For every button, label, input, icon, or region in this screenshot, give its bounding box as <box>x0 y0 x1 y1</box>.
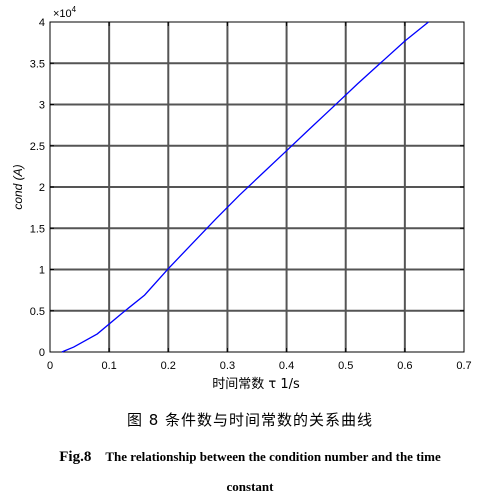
grid-lines <box>50 22 464 352</box>
y-tick-label: 0 <box>39 347 45 359</box>
series-line <box>61 21 429 353</box>
y-tick-label: 2 <box>39 182 45 194</box>
x-tick-label: 0 <box>47 360 53 372</box>
figure-number: Fig.8 <box>59 449 92 465</box>
y-tick-labels: 0 0.5 1 1.5 2 2.5 3 3.5 4 <box>30 17 45 359</box>
x-axis-label: 时间常数 τ 1/s <box>212 377 300 392</box>
y-tick-label: 1 <box>39 265 45 277</box>
x-tick-label: 0.5 <box>338 360 353 372</box>
x-tick-label: 0.4 <box>279 360 294 372</box>
y-tick-label: 0.5 <box>30 306 45 318</box>
figure-caption-en-text: The relationship between the condition n… <box>105 449 441 464</box>
y-axis-label: cond (A) <box>11 164 25 209</box>
x-tick-label: 0.3 <box>220 360 235 372</box>
x-tick-labels: 0 0.1 0.2 0.3 0.4 0.5 0.6 0.7 <box>47 360 472 372</box>
x-tick-label: 0.1 <box>101 360 116 372</box>
figure-caption-en: Fig.8 The relationship between the condit… <box>0 449 500 466</box>
x-tick-label: 0.2 <box>161 360 176 372</box>
y-tick-label: 4 <box>39 17 45 29</box>
figure-caption-en-line2: constant <box>226 479 274 494</box>
condition-number-chart: 0 0.1 0.2 0.3 0.4 0.5 0.6 0.7 0 0.5 1 1.5 2 2.5 3 3.5 4… <box>11 5 472 392</box>
y-tick-label: 3 <box>39 100 45 112</box>
x-tick-label: 0.7 <box>456 360 471 372</box>
y-tick-label: 1.5 <box>30 223 45 235</box>
figure-caption-cn: 图 8 条件数与时间常数的关系曲线 <box>126 411 374 429</box>
y-exponent-label: ×104 <box>53 5 77 20</box>
series-layer <box>61 21 429 353</box>
axis-ticks <box>49 21 465 353</box>
y-tick-label: 2.5 <box>30 141 45 153</box>
x-tick-label: 0.6 <box>397 360 412 372</box>
y-tick-label: 3.5 <box>30 58 45 70</box>
